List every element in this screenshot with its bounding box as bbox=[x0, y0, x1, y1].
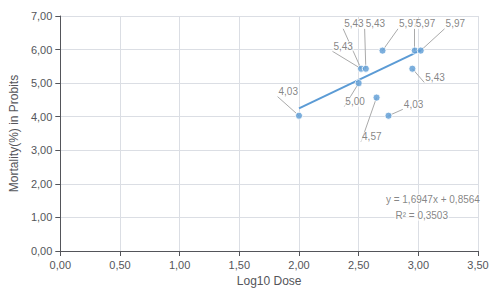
svg-text:2,00: 2,00 bbox=[288, 259, 309, 271]
svg-text:4,57: 4,57 bbox=[362, 131, 382, 142]
svg-text:5,43: 5,43 bbox=[425, 72, 445, 83]
svg-text:5,97: 5,97 bbox=[446, 18, 466, 29]
svg-text:3,00: 3,00 bbox=[31, 144, 52, 156]
svg-text:0,00: 0,00 bbox=[31, 245, 52, 257]
svg-text:y = 1,6947x + 0,8564: y = 1,6947x + 0,8564 bbox=[386, 194, 480, 205]
svg-text:4,00: 4,00 bbox=[31, 111, 52, 123]
svg-text:Log10 Dose: Log10 Dose bbox=[237, 274, 302, 288]
svg-text:1,50: 1,50 bbox=[229, 259, 250, 271]
svg-text:5,97: 5,97 bbox=[399, 18, 419, 30]
svg-text:2,50: 2,50 bbox=[348, 259, 369, 271]
svg-text:5,00: 5,00 bbox=[31, 77, 52, 89]
svg-text:3,50: 3,50 bbox=[467, 259, 488, 271]
svg-text:1,00: 1,00 bbox=[31, 211, 52, 223]
svg-text:5,43: 5,43 bbox=[333, 41, 353, 52]
svg-text:7,00: 7,00 bbox=[31, 10, 52, 22]
svg-text:0,50: 0,50 bbox=[109, 259, 130, 271]
svg-text:6,00: 6,00 bbox=[31, 44, 52, 56]
svg-text:5,97: 5,97 bbox=[416, 18, 436, 29]
svg-text:4,03: 4,03 bbox=[279, 86, 299, 97]
svg-text:R² = 0,3503: R² = 0,3503 bbox=[395, 210, 448, 221]
svg-text:5,43: 5,43 bbox=[366, 18, 386, 29]
svg-text:5,00: 5,00 bbox=[345, 96, 365, 107]
svg-text:Mortality(%) in Probits: Mortality(%) in Probits bbox=[7, 75, 21, 192]
svg-text:0,00: 0,00 bbox=[50, 259, 71, 271]
svg-text:1,00: 1,00 bbox=[169, 259, 190, 271]
svg-text:2,00: 2,00 bbox=[31, 178, 52, 190]
svg-text:4,03: 4,03 bbox=[404, 99, 424, 110]
svg-text:5,43: 5,43 bbox=[344, 18, 364, 29]
svg-text:3,00: 3,00 bbox=[408, 259, 429, 271]
